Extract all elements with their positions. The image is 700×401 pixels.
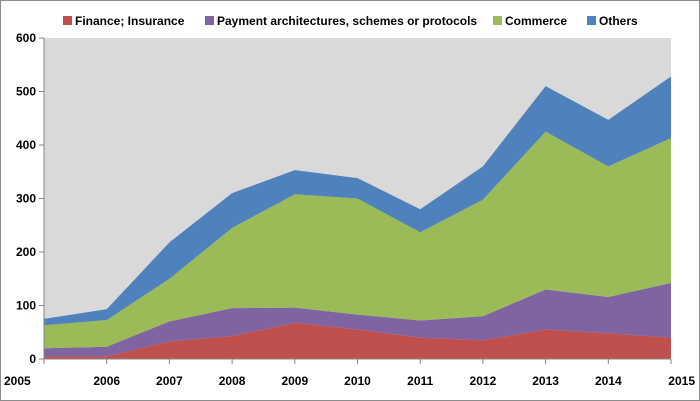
- area-series-2: [44, 283, 671, 357]
- x-tick-label: 2013: [532, 374, 559, 388]
- legend-swatch: [205, 16, 214, 25]
- y-tick-label: 200: [16, 245, 36, 259]
- x-tick-label: 2009: [281, 374, 308, 388]
- series-areas: [44, 76, 671, 359]
- legend-label: Commerce: [505, 14, 567, 28]
- x-tick-label: 2007: [156, 374, 183, 388]
- x-tick-label: 2011: [407, 374, 433, 388]
- y-tick-label: 0: [29, 352, 36, 366]
- axes: [39, 37, 672, 364]
- area-series-1: [44, 322, 671, 359]
- legend-label: Others: [599, 14, 638, 28]
- y-tick-label: 600: [16, 31, 36, 45]
- legend-swatch: [63, 16, 72, 25]
- legend-swatch: [587, 16, 596, 25]
- x-tick-label: 2015: [668, 374, 695, 388]
- y-tick-label: 400: [16, 138, 36, 152]
- x-tick-label: 2006: [93, 374, 120, 388]
- x-tick-labels: 2005 2006 2007 2008 2009 2010 2011 2012 2013 2014…: [4, 374, 695, 388]
- x-tick-label: 2010: [344, 374, 371, 388]
- legend-label: Finance; Insurance: [75, 14, 185, 28]
- legend-item: Commerce: [493, 14, 567, 28]
- area-series-4: [44, 76, 671, 326]
- x-tick-label: 2012: [470, 374, 497, 388]
- y-tick-label: 100: [16, 299, 36, 313]
- y-tick-labels: 0 100 200 300 400 500 600: [16, 31, 36, 366]
- y-tick-label: 500: [16, 85, 36, 99]
- x-tick-label: 2005: [4, 374, 31, 388]
- area-series-3: [44, 131, 671, 349]
- y-tick-label: 300: [16, 192, 36, 206]
- x-tick-label: 2014: [595, 374, 622, 388]
- x-tick-label: 2008: [219, 374, 246, 388]
- legend-item: Payment architectures, schemes or protoc…: [205, 14, 477, 28]
- legend-item: Finance; Insurance: [63, 14, 185, 28]
- legend-swatch: [493, 16, 502, 25]
- legend-label: Payment architectures, schemes or protoc…: [217, 14, 477, 28]
- legend: Finance; Insurance Payment architectures,…: [63, 14, 638, 28]
- legend-item: Others: [587, 14, 638, 28]
